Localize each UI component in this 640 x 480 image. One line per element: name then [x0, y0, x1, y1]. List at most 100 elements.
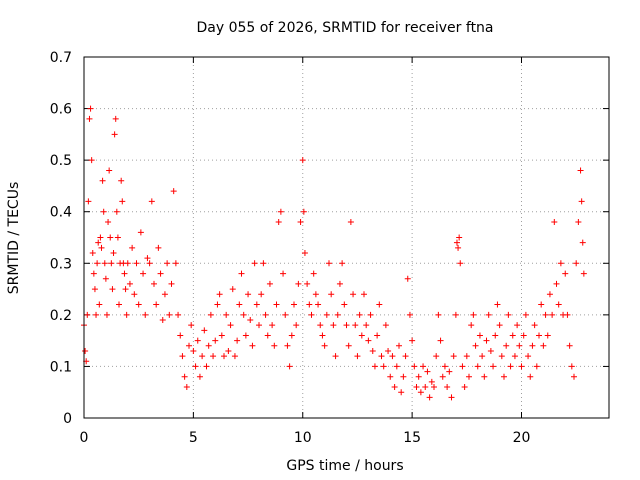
data-point — [87, 105, 94, 112]
data-point — [501, 373, 507, 380]
data-point — [183, 384, 190, 391]
data-point — [520, 332, 527, 339]
data-point — [133, 260, 140, 267]
data-point — [336, 280, 343, 287]
data-point — [108, 260, 115, 267]
x-axis: 0 5 10 15 20 — [80, 57, 531, 446]
data-point — [218, 332, 225, 339]
data-point — [142, 311, 149, 318]
data-point — [452, 311, 459, 318]
data-point — [85, 198, 92, 205]
data-point — [170, 188, 177, 195]
x-tick-label: 20 — [513, 430, 531, 446]
data-series-srmtid — [81, 105, 587, 401]
data-point — [266, 280, 273, 287]
data-point — [151, 280, 157, 287]
data-point — [566, 342, 573, 349]
data-point — [536, 332, 542, 339]
data-point — [137, 229, 144, 236]
data-point — [441, 363, 448, 370]
data-point — [459, 363, 466, 370]
data-point — [245, 291, 252, 298]
data-point — [435, 311, 442, 318]
data-point — [564, 311, 571, 318]
data-point — [212, 337, 219, 344]
data-point — [396, 342, 402, 349]
data-point — [437, 337, 444, 344]
data-point — [88, 157, 95, 164]
data-point — [393, 363, 400, 370]
data-point — [448, 394, 455, 401]
data-point — [404, 275, 411, 282]
data-point — [282, 311, 289, 318]
data-point — [426, 394, 433, 401]
data-point — [542, 311, 549, 318]
data-point — [312, 291, 319, 298]
data-point — [89, 249, 96, 256]
x-axis-title: GPS time / hours — [286, 458, 403, 474]
data-point — [341, 301, 348, 308]
data-point — [385, 347, 392, 354]
data-point — [310, 270, 317, 277]
data-point — [207, 311, 214, 318]
data-point — [323, 311, 330, 318]
data-point — [264, 332, 271, 339]
data-point — [199, 353, 206, 360]
data-point — [166, 311, 173, 318]
data-point — [190, 347, 197, 354]
data-point — [315, 301, 322, 308]
data-point — [522, 311, 529, 318]
data-point — [131, 291, 138, 298]
data-point — [256, 322, 262, 329]
data-point — [428, 378, 435, 385]
y-axis: 0 0.1 0.2 0.3 0.4 0.5 0.6 0.7 — [50, 50, 609, 427]
data-point — [433, 353, 440, 360]
data-point — [247, 317, 254, 324]
data-point — [94, 260, 101, 267]
data-point — [540, 342, 547, 349]
data-point — [562, 270, 569, 277]
data-point — [406, 311, 413, 318]
data-point — [422, 384, 429, 391]
data-point — [205, 342, 212, 349]
data-point — [573, 260, 580, 267]
data-point — [175, 311, 182, 318]
data-point — [110, 249, 117, 256]
data-point — [518, 363, 525, 370]
data-point — [119, 198, 126, 205]
data-point — [221, 353, 227, 360]
data-point — [453, 239, 460, 246]
data-point — [365, 337, 372, 344]
data-point — [507, 363, 514, 370]
data-point — [234, 337, 241, 344]
data-point — [271, 342, 278, 349]
data-point — [164, 260, 171, 267]
data-point — [297, 219, 304, 226]
data-point — [369, 347, 376, 354]
data-point — [531, 322, 538, 329]
data-point — [300, 208, 307, 215]
data-point — [295, 280, 302, 287]
data-point — [494, 301, 501, 308]
data-point — [106, 167, 113, 174]
data-point — [577, 167, 584, 174]
data-point — [339, 260, 346, 267]
data-point — [240, 311, 247, 318]
data-point — [409, 337, 416, 344]
data-point — [177, 332, 184, 339]
data-point — [474, 363, 481, 370]
data-point — [371, 363, 378, 370]
chart-title: Day 055 of 2026, SRMTID for receiver ftn… — [196, 20, 493, 36]
data-point — [378, 353, 385, 360]
data-point — [97, 234, 104, 241]
data-point — [288, 332, 295, 339]
data-point — [358, 332, 365, 339]
data-point — [124, 260, 131, 267]
data-point — [210, 353, 217, 360]
data-point — [345, 342, 352, 349]
data-point — [343, 322, 350, 329]
data-point — [481, 373, 488, 380]
data-point — [580, 270, 587, 277]
data-point — [109, 286, 116, 293]
data-point — [367, 311, 374, 318]
